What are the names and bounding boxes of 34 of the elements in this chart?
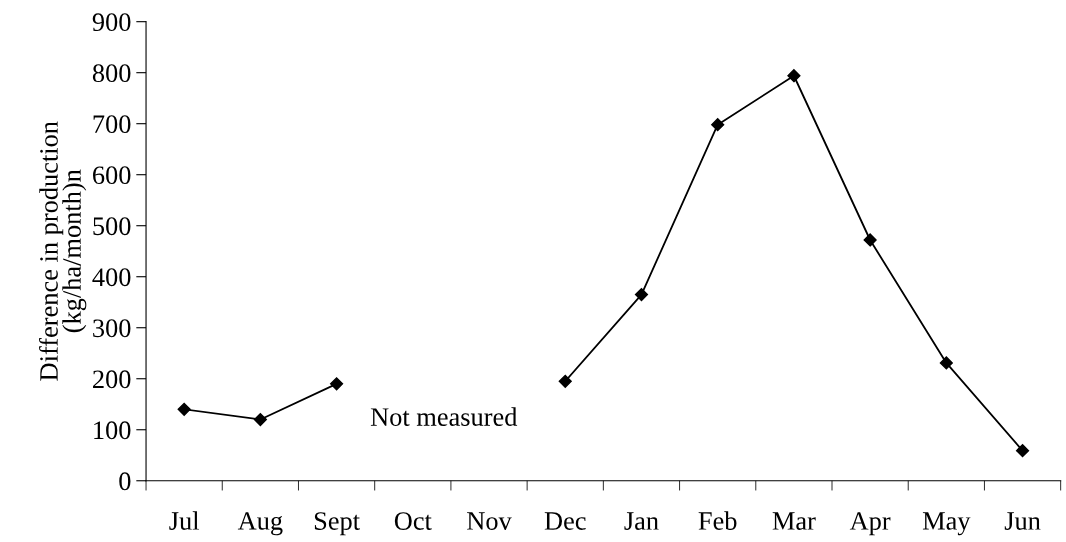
x-tick-label: Jul xyxy=(169,511,200,530)
point xyxy=(330,377,344,391)
x-tick-label: Nov xyxy=(467,512,512,530)
point xyxy=(253,412,267,427)
y-tick-label: 500 xyxy=(93,217,131,236)
y-tick-label: 0 xyxy=(119,472,131,491)
y-tick-label: 900 xyxy=(92,13,131,32)
x-tick-label: Jun xyxy=(1004,512,1041,530)
y-tick-label: 700 xyxy=(93,115,131,134)
point xyxy=(939,356,953,370)
point xyxy=(634,287,649,302)
y-tick-label: 100 xyxy=(94,421,131,440)
point xyxy=(863,233,877,247)
point xyxy=(558,374,572,388)
annotation: Not measured xyxy=(370,407,518,426)
y-axis-title: Difference in production (kg/ha/month)n xyxy=(39,121,87,381)
x-tick-label: Mar xyxy=(772,512,816,530)
y-tick-label: 200 xyxy=(93,370,131,389)
x-tick-label: Apr xyxy=(849,512,891,536)
point xyxy=(787,69,801,83)
x-tick-label: May xyxy=(922,512,971,536)
y-tick-label: 800 xyxy=(92,64,131,83)
point xyxy=(177,402,191,416)
x-tick-label: Feb xyxy=(698,511,737,530)
x-tick-label: Aug xyxy=(237,512,283,536)
point xyxy=(1015,444,1030,458)
y-tick-label: 400 xyxy=(92,268,131,287)
x-tick-label: Dec xyxy=(544,512,586,530)
y-tick-label: 600 xyxy=(93,166,131,185)
point xyxy=(711,118,725,132)
x-tick-label: Oct xyxy=(394,512,432,530)
x-tick-label: Sept xyxy=(314,512,360,536)
x-tick-label: Jan xyxy=(624,512,659,530)
y-tick-label: 300 xyxy=(93,319,131,338)
